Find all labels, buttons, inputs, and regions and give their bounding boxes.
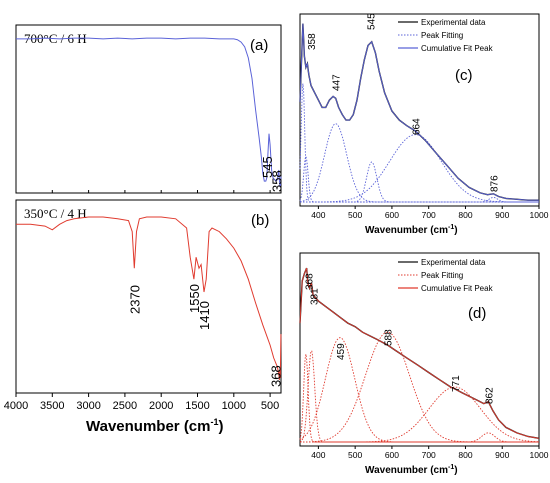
panel-c-x-tick-label: 800	[458, 210, 472, 220]
panel-d-fit-peak	[300, 331, 539, 443]
peak-label-c-358: 358	[307, 33, 318, 50]
right-c-xlabel: Wavenumber (cm-1)	[365, 224, 458, 236]
panel-c-fit-peak	[299, 83, 539, 203]
chart-marks: 4000 3500 3000 2500 2000 1500 1000 500 400 500 600…	[4, 13, 549, 460]
left-x-tick-label: 3500	[40, 400, 64, 412]
peak-label-b-2370: 2370	[127, 285, 142, 314]
peak-label-a-545: 545	[260, 156, 275, 178]
panel-c-cumulative-line	[299, 23, 539, 201]
panel-d-fit-peak	[299, 350, 539, 443]
panel-d-fit-peak	[299, 354, 539, 443]
panel-c-x-tick-label: 700	[422, 210, 436, 220]
legend-d-exp-label: Experimental data	[421, 258, 486, 267]
left-xlabel: Wavenumber (cm-1)	[86, 417, 224, 435]
panel-d-x-tick-label: 800	[458, 450, 472, 460]
panel-d-cumulative-line	[299, 267, 540, 439]
right-d-xlabel: Wavenumber (cm-1)	[365, 464, 458, 476]
panel-d-x-tick-label: 700	[422, 450, 436, 460]
panel-c-frame	[299, 13, 540, 207]
panel-d-x-tick-label: 400	[311, 450, 325, 460]
panel-c-x-tick-label: 500	[348, 210, 362, 220]
panel-b-spectrum-line	[16, 216, 282, 380]
panel-b-condition: 350°C / 4 H	[24, 206, 87, 221]
panel-a-label: (a)	[250, 37, 268, 54]
peak-label-a-358: 358	[269, 170, 284, 192]
panel-c-experimental-line	[299, 23, 539, 201]
peak-label-b-1550: 1550	[187, 284, 202, 313]
panel-c-x-tick-label: 1000	[530, 210, 549, 220]
left-x-tick-label: 4000	[4, 400, 28, 412]
left-x-tick-label: 3000	[76, 400, 100, 412]
panel-c-label: (c)	[455, 67, 473, 84]
peak-label-d-459: 459	[336, 343, 347, 360]
panel-a-spectrum-line	[16, 37, 282, 188]
panel-d-fit-peak	[299, 337, 539, 443]
left-x-tick-label: 1500	[185, 400, 209, 412]
legend-d-cum-label: Cumulative Fit Peak	[421, 284, 494, 293]
legend-d-fit-label: Peak Fitting	[421, 271, 463, 280]
panel-d-fit-peak	[300, 432, 539, 443]
panel-d-x-tick-label: 1000	[530, 450, 549, 460]
panel-c-x-tick-label: 400	[311, 210, 325, 220]
panel-d-x-tick-label: 600	[385, 450, 399, 460]
left-x-tick-label: 2000	[149, 400, 173, 412]
peak-label-b-368: 368	[269, 365, 284, 387]
panel-d-frame	[299, 252, 540, 447]
panel-d-x-tick-label: 500	[348, 450, 362, 460]
panel-c-x-tick-label: 900	[495, 210, 509, 220]
panel-a-frame	[15, 24, 282, 194]
peak-label-d-771: 771	[451, 375, 462, 392]
legend-c: Experimental data Peak Fitting Cumulativ…	[398, 18, 494, 53]
legend-c-cum-label: Cumulative Fit Peak	[421, 44, 494, 53]
panel-d-label: (d)	[468, 305, 486, 322]
peak-label-d-381: 381	[309, 288, 320, 305]
panel-d-x-tick-label: 900	[495, 450, 509, 460]
panel-c-fit-peak	[299, 154, 539, 203]
peak-label-d-588: 588	[384, 329, 395, 346]
left-x-tick-label: 1000	[222, 400, 246, 412]
peak-label-d-368: 368	[305, 273, 316, 290]
panel-b-frame	[15, 199, 282, 394]
panel-b-label: (b)	[251, 212, 269, 229]
panel-c-fit-peak	[299, 123, 539, 203]
panel-d-fit-peak	[300, 386, 539, 443]
peak-label-d-862: 862	[484, 387, 495, 404]
left-x-tick-label: 500	[261, 400, 279, 412]
peak-label-c-664: 664	[411, 118, 422, 135]
panel-c-fit-peak	[300, 196, 539, 203]
legend-c-fit-label: Peak Fitting	[421, 31, 463, 40]
panel-c-x-tick-label: 600	[385, 210, 399, 220]
panel-c-fit-peak	[300, 161, 539, 203]
left-x-tick-label: 2500	[113, 400, 137, 412]
legend-c-exp-label: Experimental data	[421, 18, 486, 27]
peak-label-c-545: 545	[367, 13, 378, 30]
panel-c-fit-peak	[300, 134, 539, 203]
peak-label-b-1410: 1410	[197, 301, 212, 330]
legend-d: Experimental data Peak Fitting Cumulativ…	[398, 258, 494, 293]
peak-label-c-447: 447	[332, 74, 343, 91]
peak-label-c-876: 876	[489, 175, 500, 192]
